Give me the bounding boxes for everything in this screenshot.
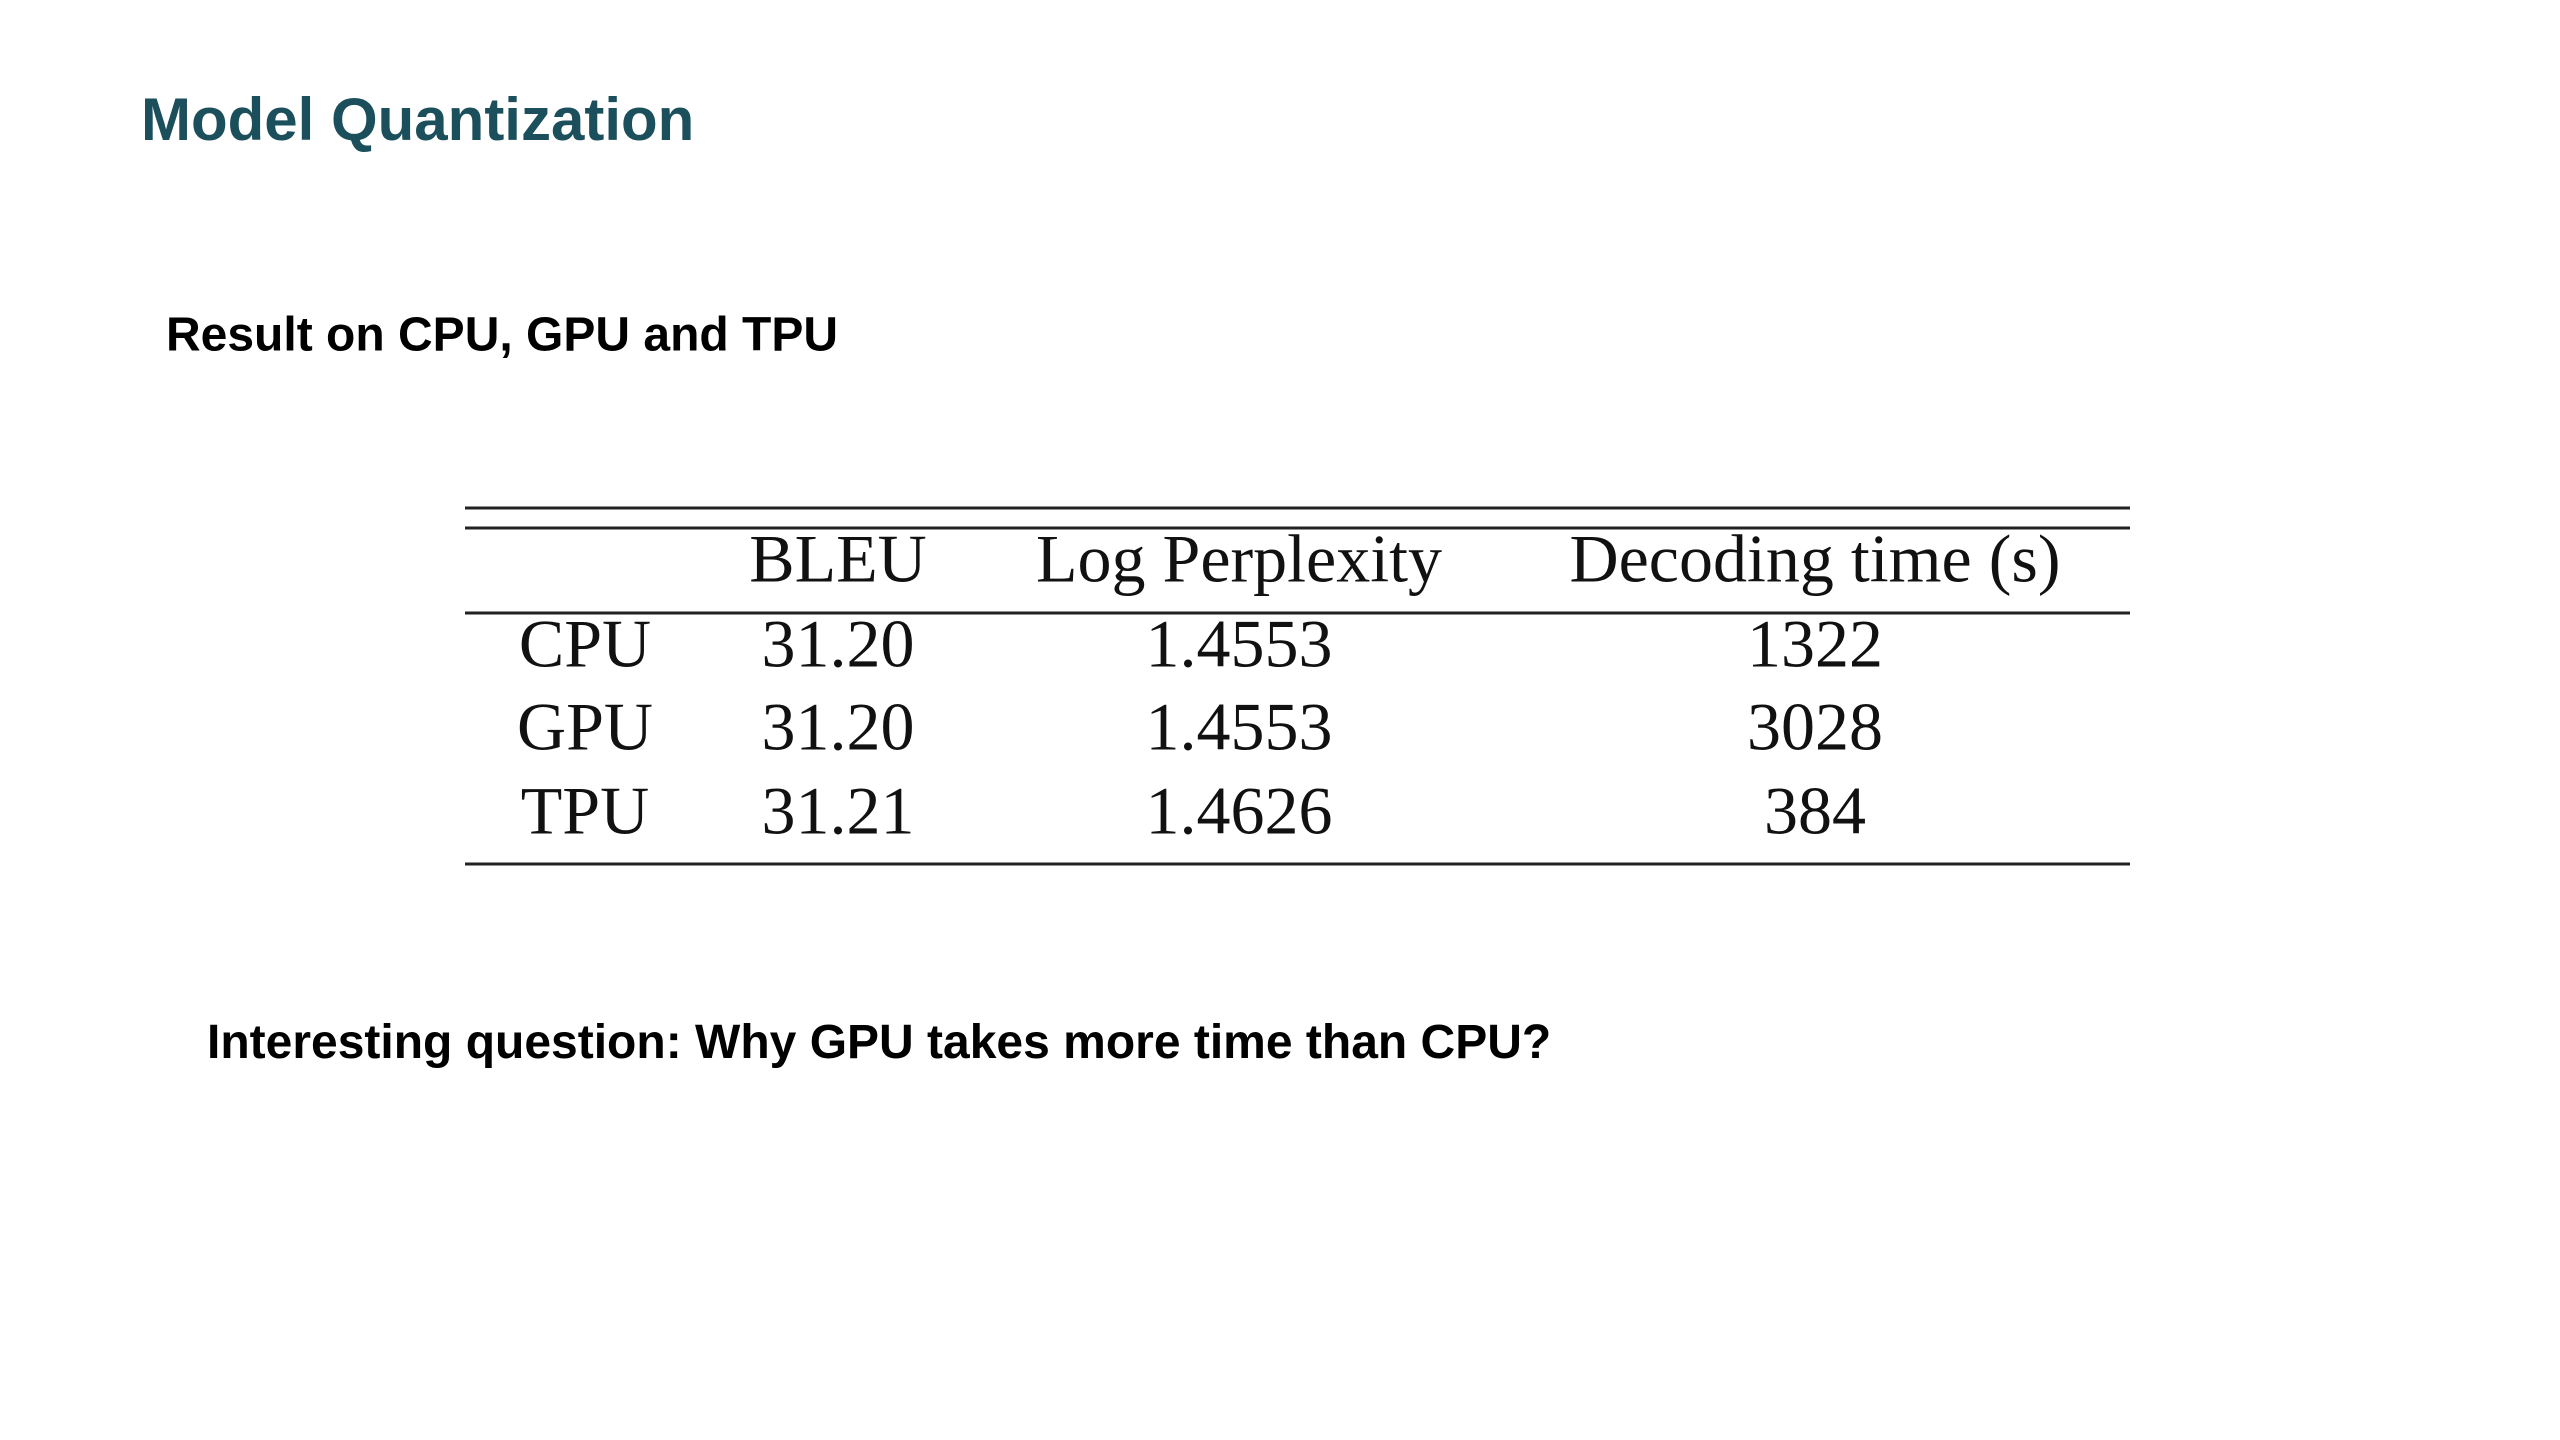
header-cell: Log Perplexity [1036, 521, 1442, 597]
cell: 1322 [1747, 606, 1883, 682]
cell: 1.4626 [1146, 773, 1333, 849]
question-text: Why GPU takes more time than CPU? [695, 1016, 1551, 1069]
table: BLEU Log Perplexity Decoding time (s) CPU 31… [517, 521, 2061, 849]
row-label: CPU [519, 606, 651, 682]
header-cell: BLEU [749, 521, 927, 597]
cell: 1.4553 [1146, 606, 1333, 682]
cell: 31.21 [762, 773, 915, 849]
cell: 31.20 [762, 606, 915, 682]
cell: 3028 [1747, 689, 1883, 765]
cell: 384 [1764, 773, 1866, 849]
cell: 31.20 [762, 689, 915, 765]
header-cell: Decoding time (s) [1570, 521, 2061, 597]
question-lead: Interesting question: [207, 1016, 682, 1069]
cell: 1.4553 [1146, 689, 1333, 765]
question: Interesting question: Why GPU takes more… [207, 1016, 1551, 1069]
row-label: GPU [517, 689, 653, 765]
row-label: TPU [521, 773, 649, 849]
subtitle: Result on CPU, GPU and TPU [166, 309, 838, 362]
slide-title: Model Quantization [141, 86, 694, 153]
